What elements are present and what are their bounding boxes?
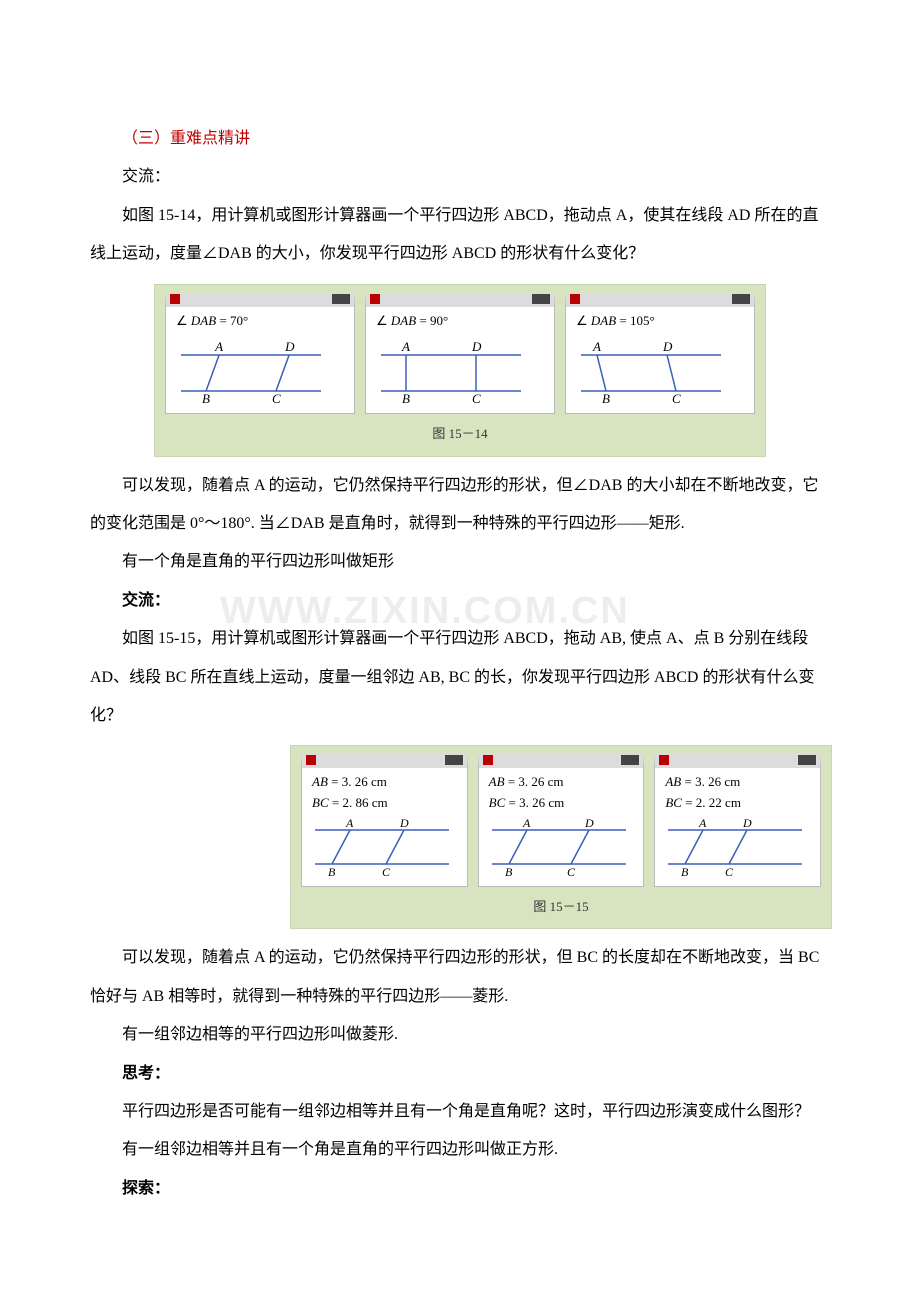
p-sikao: 思考： bbox=[90, 1055, 830, 1093]
fig1-readout-0: ∠ DAB = 70° bbox=[176, 313, 344, 330]
svg-text:B: B bbox=[328, 865, 336, 876]
figure-15-14: ∠ DAB = 70°ADBC∠ DAB = 90°ADBC∠ DAB = 10… bbox=[154, 284, 766, 457]
p-definition-rhombus: 有一组邻边相等的平行四边形叫做菱形. bbox=[90, 1016, 830, 1054]
p-jiaoliu-1: 交流： bbox=[90, 158, 830, 196]
svg-text:D: D bbox=[399, 816, 409, 830]
svg-text:B: B bbox=[402, 391, 410, 403]
parallelogram-icon: A D B C bbox=[665, 816, 805, 876]
svg-text:D: D bbox=[742, 816, 752, 830]
p-intro-2: 如图 15-15，用计算机或图形计算器画一个平行四边形 ABCD，拖动 AB, … bbox=[90, 620, 830, 735]
figure-15-15: AB = 3. 26 cmBC = 2. 86 cmADBCAB = 3. 26… bbox=[290, 745, 832, 929]
fig1-readout-1: ∠ DAB = 90° bbox=[376, 313, 544, 330]
p-definition-square: 有一组邻边相等并且有一个角是直角的平行四边形叫做正方形. bbox=[90, 1131, 830, 1169]
p-conclusion-2: 可以发现，随着点 A 的运动，它仍然保持平行四边形的形状，但 BC 的长度却在不… bbox=[90, 939, 830, 1016]
svg-text:A: A bbox=[522, 816, 531, 830]
parallelogram-icon: A D B C bbox=[176, 333, 326, 403]
parallelogram-icon: A D B C bbox=[576, 333, 726, 403]
svg-text:C: C bbox=[472, 391, 481, 403]
p-tansuo: 探索： bbox=[90, 1170, 830, 1208]
fig1-readout-2: ∠ DAB = 105° bbox=[576, 313, 744, 330]
fig2-readout-ab-0: AB = 3. 26 cm bbox=[312, 774, 457, 791]
parallelogram-icon: A D B C bbox=[376, 333, 526, 403]
p-intro-1: 如图 15-14，用计算机或图形计算器画一个平行四边形 ABCD，拖动点 A，使… bbox=[90, 197, 830, 274]
svg-text:B: B bbox=[202, 391, 210, 403]
svg-text:C: C bbox=[382, 865, 391, 876]
fig2-readout-bc-2: BC = 2. 22 cm bbox=[665, 795, 810, 812]
fig2-readout-ab-2: AB = 3. 26 cm bbox=[665, 774, 810, 791]
fig1-panel-1: ∠ DAB = 90° A D B C bbox=[365, 293, 555, 415]
p-definition-rect: 有一个角是直角的平行四边形叫做矩形 bbox=[90, 543, 830, 581]
svg-text:C: C bbox=[567, 865, 576, 876]
parallelogram-icon: A D B C bbox=[489, 816, 629, 876]
fig2-readout-ab-1: AB = 3. 26 cm bbox=[489, 774, 634, 791]
svg-text:A: A bbox=[345, 816, 354, 830]
fig1-panel-2: ∠ DAB = 105° A D B C bbox=[565, 293, 755, 415]
svg-text:D: D bbox=[471, 339, 482, 354]
svg-text:B: B bbox=[602, 391, 610, 403]
svg-text:D: D bbox=[662, 339, 673, 354]
svg-text:A: A bbox=[698, 816, 707, 830]
fig2-panel-1: AB = 3. 26 cm BC = 3. 26 cm A D B C bbox=[478, 754, 645, 887]
svg-text:C: C bbox=[672, 391, 681, 403]
p-conclusion-1: 可以发现，随着点 A 的运动，它仍然保持平行四边形的形状，但∠DAB 的大小却在… bbox=[90, 467, 830, 544]
fig2-panel-0: AB = 3. 26 cm BC = 2. 86 cm A D B C bbox=[301, 754, 468, 887]
svg-text:D: D bbox=[584, 816, 594, 830]
p-question: 平行四边形是否可能有一组邻边相等并且有一个角是直角呢？这时，平行四边形演变成什么… bbox=[90, 1093, 830, 1131]
svg-text:C: C bbox=[272, 391, 281, 403]
section-title: （三）重难点精讲 bbox=[90, 120, 830, 158]
svg-text:A: A bbox=[214, 339, 223, 354]
fig2-panel-2: AB = 3. 26 cm BC = 2. 22 cm A D B C bbox=[654, 754, 821, 887]
parallelogram-icon: A D B C bbox=[312, 816, 452, 876]
svg-text:B: B bbox=[681, 865, 689, 876]
svg-text:B: B bbox=[505, 865, 513, 876]
fig2-caption: 图 15－15 bbox=[301, 887, 821, 928]
fig1-caption: 图 15－14 bbox=[165, 414, 755, 455]
fig1-panel-0: ∠ DAB = 70° A D B C bbox=[165, 293, 355, 415]
p-jiaoliu-2: 交流： bbox=[90, 582, 830, 620]
svg-text:A: A bbox=[592, 339, 601, 354]
fig2-readout-bc-0: BC = 2. 86 cm bbox=[312, 795, 457, 812]
svg-text:D: D bbox=[284, 339, 295, 354]
svg-text:C: C bbox=[725, 865, 734, 876]
svg-text:A: A bbox=[401, 339, 410, 354]
fig2-readout-bc-1: BC = 3. 26 cm bbox=[489, 795, 634, 812]
